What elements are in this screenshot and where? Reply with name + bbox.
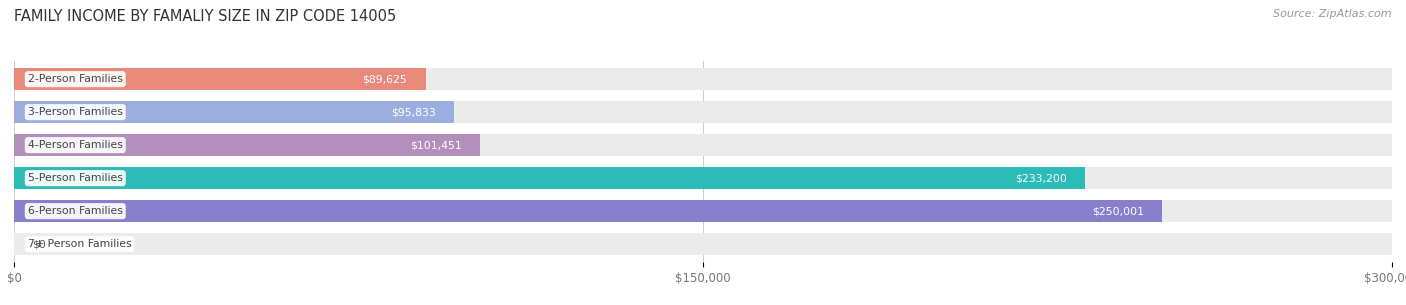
Text: FAMILY INCOME BY FAMALIY SIZE IN ZIP CODE 14005: FAMILY INCOME BY FAMALIY SIZE IN ZIP COD… [14,9,396,24]
Bar [14,167,1392,189]
Text: Source: ZipAtlas.com: Source: ZipAtlas.com [1274,9,1392,19]
Text: 2-Person Families: 2-Person Families [28,74,122,84]
Text: $89,625: $89,625 [363,74,408,84]
Text: $250,001: $250,001 [1092,206,1144,216]
Bar [14,134,479,156]
Text: 7+ Person Families: 7+ Person Families [28,239,132,249]
Text: $95,833: $95,833 [391,107,436,117]
Bar [14,200,1163,222]
Bar [14,134,1392,156]
Bar [14,68,426,90]
Text: 5-Person Families: 5-Person Families [28,173,122,183]
Bar [14,200,1392,222]
Text: $233,200: $233,200 [1015,173,1067,183]
Text: 4-Person Families: 4-Person Families [28,140,122,150]
Bar [14,101,1392,123]
Text: $0: $0 [32,239,46,249]
Bar [14,167,1085,189]
Text: $101,451: $101,451 [411,140,461,150]
Bar [14,68,1392,90]
Text: 6-Person Families: 6-Person Families [28,206,122,216]
Bar [14,233,1392,255]
Text: 3-Person Families: 3-Person Families [28,107,122,117]
Bar [14,101,454,123]
